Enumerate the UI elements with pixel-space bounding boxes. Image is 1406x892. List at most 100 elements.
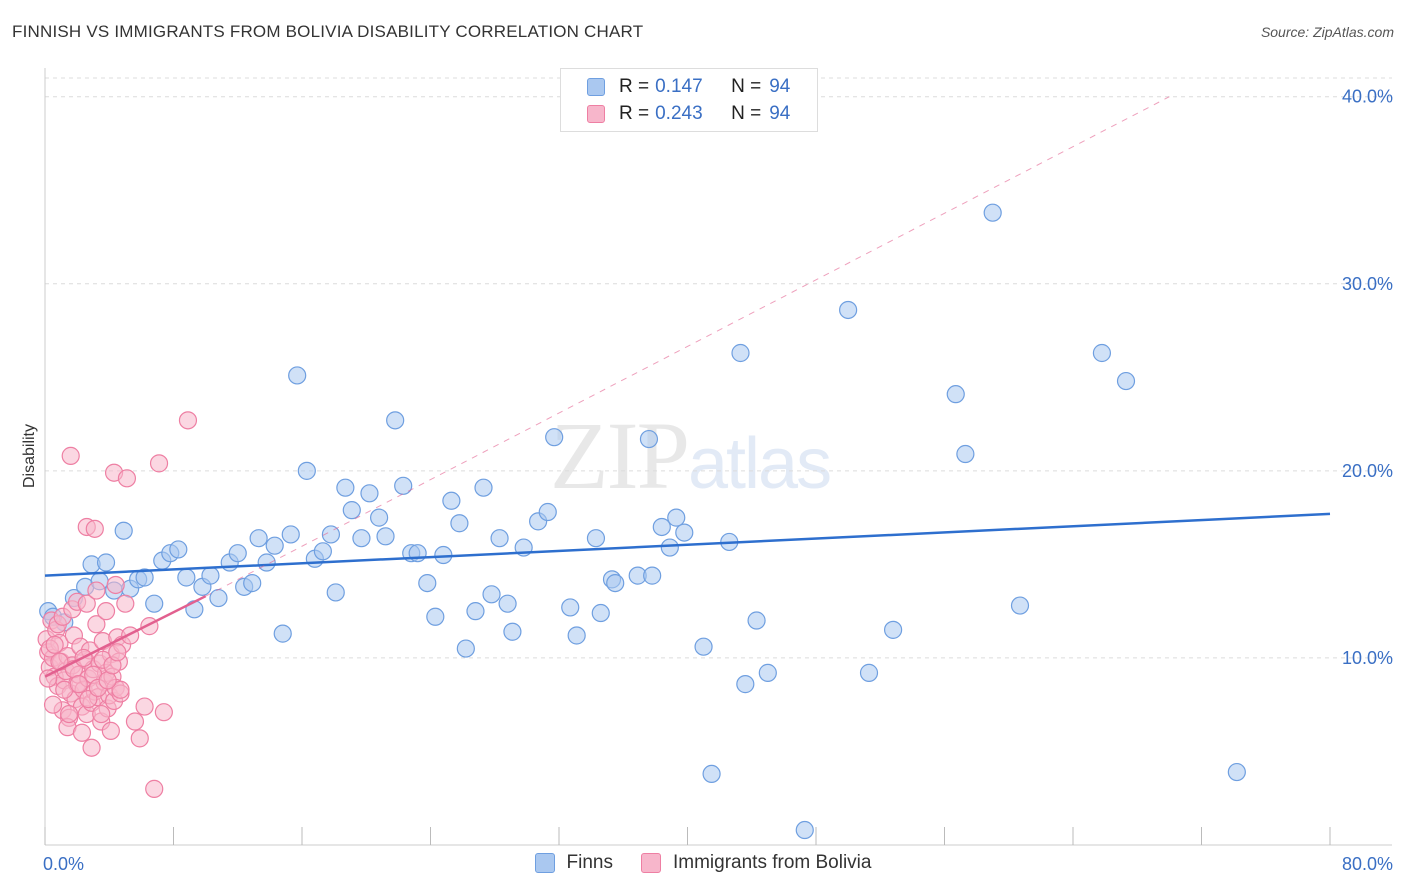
data-point-finns (169, 540, 188, 559)
legend-r-value: 0.147 (655, 76, 703, 97)
legend-swatch-bolivia (587, 105, 605, 123)
data-point-bolivia (130, 729, 149, 748)
data-point-bolivia (178, 411, 198, 430)
data-point-finns (883, 620, 903, 639)
legend-item-finns[interactable]: Finns (534, 852, 613, 874)
data-point-finns (336, 478, 355, 497)
data-point-finns (426, 607, 445, 626)
data-point-finns (591, 603, 610, 623)
data-point-finns (145, 594, 164, 613)
legend-n-label: N = (731, 76, 762, 97)
data-point-bolivia (149, 454, 169, 473)
legend-r-value: 0.243 (655, 103, 703, 124)
data-point-finns (135, 568, 154, 587)
data-point-finns (249, 529, 268, 548)
data-point-finns (702, 764, 721, 784)
data-point-bolivia (45, 635, 64, 654)
data-point-bolivia (61, 446, 80, 465)
trend-line-bolivia-extended (205, 96, 1170, 597)
data-point-finns (1227, 762, 1246, 782)
data-point-finns (956, 444, 975, 464)
legend-swatch-bolivia (640, 853, 661, 873)
data-point-finns (228, 544, 247, 563)
data-point-finns (96, 553, 116, 572)
data-point-finns (321, 525, 341, 544)
data-point-finns (281, 525, 300, 544)
chart-title: FINNISH VS IMMIGRANTS FROM BOLIVIA DISAB… (12, 22, 644, 41)
data-point-finns (859, 663, 879, 682)
legend-n-value: 94 (769, 103, 791, 124)
data-point-bolivia (108, 643, 127, 662)
trend-line-bolivia (44, 595, 207, 678)
data-point-finns (352, 529, 371, 548)
data-point-finns (652, 517, 671, 537)
data-point-finns (490, 529, 509, 548)
data-point-bolivia (69, 675, 88, 694)
data-point-bolivia (116, 594, 135, 613)
legend-r-label: R = (619, 103, 650, 124)
data-point-finns (586, 529, 606, 548)
legend-label-finns: Finns (566, 852, 613, 873)
data-point-finns (545, 428, 564, 447)
data-point-finns (482, 585, 501, 604)
data-point-finns (326, 583, 345, 602)
x-tick-label: 80.0% (1342, 854, 1393, 874)
data-point-bolivia (77, 594, 96, 613)
data-point-bolivia (125, 712, 145, 731)
data-point-bolivia (117, 469, 137, 488)
series-bolivia (37, 411, 198, 798)
data-point-bolivia (96, 602, 116, 621)
series-legend: Finns Immigrants from Bolivia (0, 852, 1406, 874)
data-point-bolivia (72, 723, 92, 742)
y-tick-label: 20.0% (1342, 461, 1393, 481)
data-point-finns (561, 598, 580, 617)
data-point-finns (675, 523, 694, 542)
data-point-finns (747, 611, 766, 630)
data-point-finns (694, 637, 713, 656)
data-point-finns (177, 568, 196, 587)
data-point-bolivia (101, 721, 120, 740)
data-point-bolivia (87, 615, 106, 634)
data-point-finns (450, 514, 469, 533)
data-point-finns (386, 411, 405, 430)
y-axis-label: Disability (21, 424, 38, 488)
legend-n-value: 94 (769, 76, 791, 97)
data-point-finns (376, 527, 395, 546)
source-label: Source: ZipAtlas.com (1260, 24, 1394, 40)
y-tick-label: 30.0% (1342, 274, 1393, 294)
data-point-finns (185, 600, 204, 619)
data-point-finns (201, 566, 220, 585)
data-point-bolivia (92, 704, 111, 724)
y-tick-label: 40.0% (1342, 87, 1393, 107)
data-point-finns (209, 588, 228, 608)
x-tick-label: 0.0% (43, 854, 84, 874)
data-point-bolivia (82, 738, 101, 757)
data-point-finns (1010, 596, 1030, 615)
data-point-finns (567, 626, 586, 645)
data-point-bolivia (59, 704, 79, 724)
data-point-finns (660, 538, 679, 557)
legend-label-bolivia: Immigrants from Bolivia (672, 852, 872, 873)
data-point-finns (418, 573, 437, 593)
data-point-finns (731, 343, 750, 363)
data-point-finns (360, 484, 379, 503)
data-point-finns (643, 566, 662, 585)
y-tick-label: 10.0% (1342, 648, 1393, 668)
data-point-finns (503, 622, 522, 641)
legend-row-bolivia: R = 0.243 N = 94 (587, 102, 790, 126)
data-point-finns (313, 542, 332, 561)
data-point-bolivia (106, 575, 125, 595)
data-point-finns (667, 508, 686, 527)
data-point-finns (243, 573, 262, 593)
data-point-finns (273, 624, 292, 643)
data-point-finns (474, 478, 493, 497)
data-point-finns (456, 639, 475, 658)
data-point-finns (342, 501, 361, 520)
data-point-finns (442, 491, 461, 510)
data-point-finns (466, 602, 485, 621)
legend-swatch-finns (534, 853, 555, 873)
data-point-bolivia (85, 519, 104, 538)
legend-item-bolivia[interactable]: Immigrants from Bolivia (640, 852, 872, 874)
data-point-bolivia (145, 779, 164, 798)
data-point-bolivia (154, 703, 173, 722)
